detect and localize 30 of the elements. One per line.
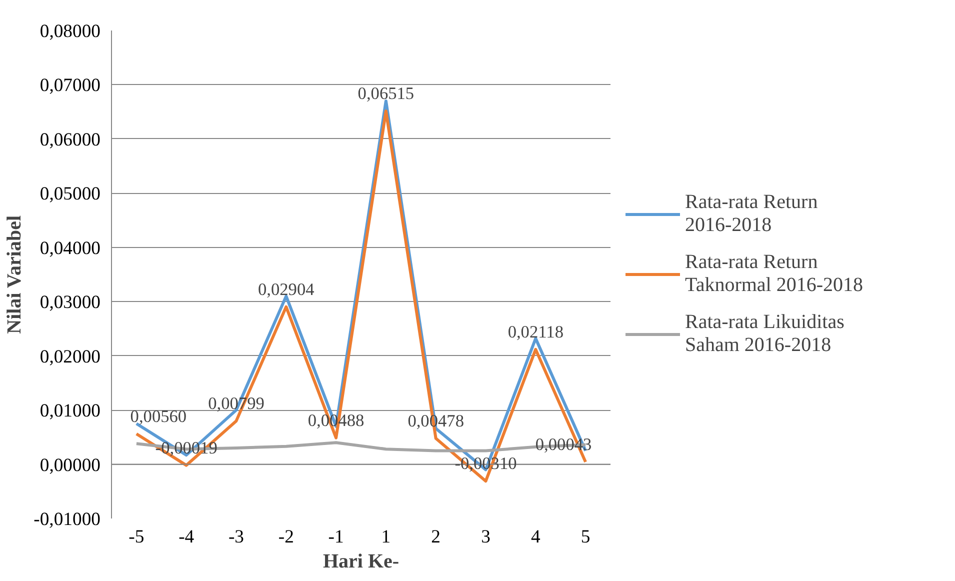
y-tick-label: 0,02000 <box>40 346 101 368</box>
y-tick-label: 0,03000 <box>40 292 101 314</box>
data-label: 0,02118 <box>508 322 564 342</box>
y-tick-label: 0,05000 <box>40 184 101 205</box>
x-tick-label: -1 <box>328 526 344 548</box>
legend-label: Rata-rata Return Taknormal 2016-2018 <box>685 251 864 297</box>
x-tick-label: 5 <box>580 526 590 548</box>
x-tick-label: -3 <box>228 526 244 548</box>
x-tick-label: 2 <box>431 526 441 548</box>
data-label: 0,02904 <box>258 280 315 299</box>
legend-label: Rata-rata Likuiditas Saham 2016-2018 <box>685 311 844 357</box>
y-tick-label: 0,07000 <box>40 75 101 96</box>
data-label: 0,00043 <box>535 434 592 454</box>
y-axis-title: Nilai Variabel <box>4 215 26 334</box>
x-tick-label: -2 <box>278 526 294 548</box>
y-tick-label: 0,08000 <box>40 21 101 42</box>
data-label: 0,00560 <box>130 406 187 426</box>
x-tick-label: -4 <box>178 526 195 548</box>
x-tick-label: 3 <box>481 526 490 548</box>
x-tick-label: 4 <box>530 526 541 548</box>
y-tick-label: 0,04000 <box>40 238 101 259</box>
y-tick-label: 0,01000 <box>40 400 101 422</box>
x-tick-label: -5 <box>128 526 144 548</box>
y-tick-label: 0,00000 <box>40 454 101 476</box>
y-tick-label: -0,01000 <box>34 509 101 530</box>
x-axis-title: Hari Ke- <box>322 550 400 572</box>
y-tick-label: 0,06000 <box>40 129 101 150</box>
x-tick-label: 1 <box>381 526 391 548</box>
legend-label: Rata-rata Return 2016-2018 <box>685 191 818 237</box>
data-label: 0,06515 <box>358 84 414 104</box>
